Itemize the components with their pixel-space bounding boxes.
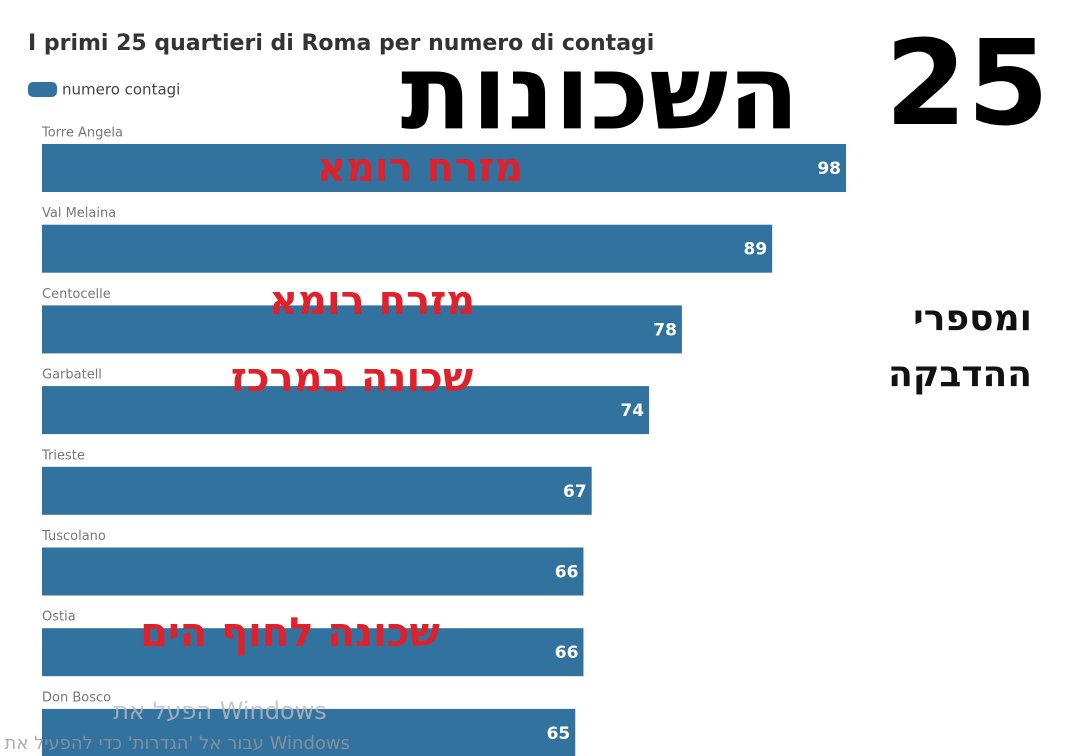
overlay-side-note: ומספרי: [913, 298, 1032, 339]
value-label: 66: [555, 563, 579, 583]
category-label: Trieste: [41, 448, 85, 463]
category-label: Garbatell: [42, 368, 102, 383]
bar: [42, 386, 650, 435]
legend-swatch: [28, 82, 57, 97]
category-label: Don Bosco: [42, 690, 111, 705]
overlay-side-note: ההדבקה: [888, 354, 1032, 395]
value-label: 98: [817, 159, 841, 179]
category-label: Val Melaina: [42, 206, 116, 221]
overlay-note: מזרח רומא: [317, 145, 523, 191]
legend-label: numero contagi: [62, 81, 180, 99]
bar: [42, 708, 576, 756]
bar: [42, 466, 592, 515]
bar: [42, 144, 846, 192]
value-label: 65: [547, 724, 571, 744]
value-label: 78: [653, 320, 677, 340]
category-label: Torre Angela: [41, 126, 123, 141]
category-label: Ostia: [42, 610, 76, 625]
category-label: Centocelle: [42, 287, 111, 302]
watermark: עבור אל 'הגדרות' כדי להפעיל את Windows: [5, 733, 350, 754]
value-label: 89: [743, 240, 767, 260]
overlay-note: שכונה במרכז: [231, 355, 473, 401]
overlay-number: 25: [885, 14, 1049, 152]
overlay-note: מזרח רומא: [269, 278, 475, 324]
category-label: Tuscolano: [41, 529, 106, 544]
bar: [42, 305, 682, 354]
watermark: הפעל את Windows: [113, 697, 327, 725]
value-label: 67: [563, 482, 587, 502]
overlay-heading: השכונות: [401, 31, 800, 153]
value-label: 66: [555, 643, 579, 663]
bar: [42, 224, 773, 273]
value-label: 74: [620, 401, 644, 421]
bar: [42, 628, 584, 677]
overlay-note: שכונה לחוף הים: [140, 610, 440, 656]
bar: [42, 547, 584, 596]
chart-title: I primi 25 quartieri di Roma per numero …: [28, 31, 654, 56]
bars: Torre Angela 98 Val Melaina 89 Centocelle 78 G…: [41, 126, 846, 756]
